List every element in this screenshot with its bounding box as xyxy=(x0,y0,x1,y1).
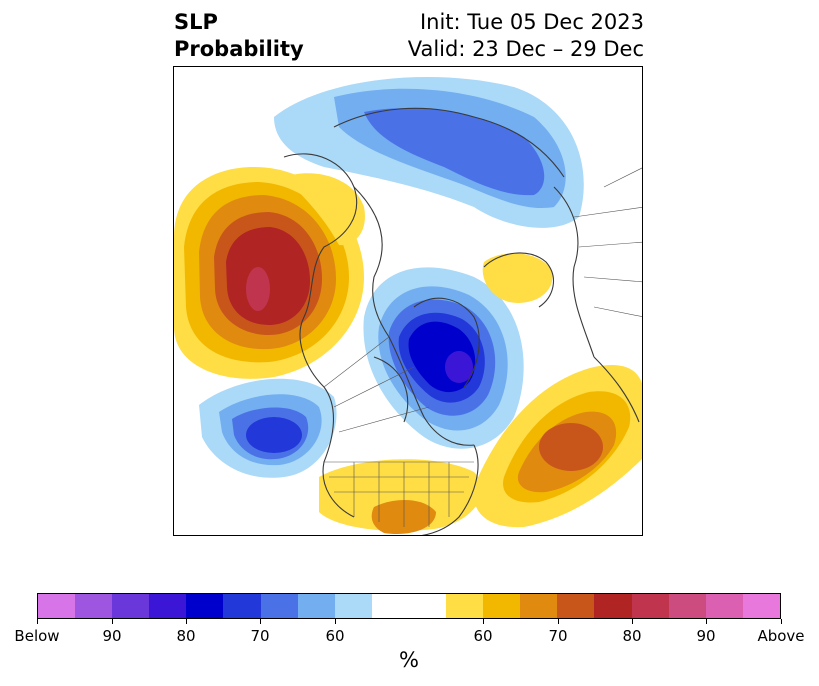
title-variable: SLP xyxy=(174,10,218,34)
colorbar-unit: % xyxy=(399,648,419,672)
title-subtitle: Probability xyxy=(174,37,304,61)
colorbar-segment xyxy=(334,594,372,618)
colorbar-tick xyxy=(112,619,113,624)
colorbar-tick xyxy=(706,619,707,624)
colorbar-segment xyxy=(112,594,150,618)
state-borders xyxy=(323,167,642,527)
colorbar-segment xyxy=(446,594,484,618)
east-pacific-low xyxy=(199,378,337,478)
arctic-canada-low xyxy=(363,267,524,449)
colorbar-segment xyxy=(557,594,595,618)
north-pacific-high xyxy=(174,167,365,379)
southern-us-high xyxy=(319,459,482,535)
colorbar-tick xyxy=(260,619,261,624)
colorbar-segment xyxy=(520,594,558,618)
colorbar-tick xyxy=(483,619,484,624)
colorbar-tick-label: 70 xyxy=(548,627,568,645)
colorbar-tick-label: 90 xyxy=(102,627,122,645)
colorbar-segment xyxy=(75,594,113,618)
colorbar-tick xyxy=(632,619,633,624)
colorbar xyxy=(37,593,781,619)
colorbar-segment xyxy=(186,594,224,618)
colorbar-segment xyxy=(408,594,447,618)
colorbar-tick xyxy=(781,619,782,624)
colorbar-segment xyxy=(149,594,187,618)
colorbar-segment xyxy=(631,594,669,618)
atlantic-high xyxy=(473,365,642,528)
colorbar-segment xyxy=(668,594,706,618)
valid-range: Valid: 23 Dec – 29 Dec xyxy=(407,37,644,61)
colorbar-segment xyxy=(742,594,780,618)
map-svg xyxy=(174,77,642,535)
title-left: SLP Probability xyxy=(174,9,304,63)
init-date: Init: Tue 05 Dec 2023 xyxy=(419,10,644,34)
colorbar-segment xyxy=(223,594,261,618)
colorbar-segment xyxy=(260,594,298,618)
colorbar-segment xyxy=(371,594,409,618)
colorbar-segment xyxy=(483,594,521,618)
scandinavia-high xyxy=(482,253,553,303)
colorbar-tick-label: Above xyxy=(757,627,805,645)
siberia-low xyxy=(274,77,584,228)
colorbar-tick-label: 90 xyxy=(696,627,716,645)
colorbar-segment xyxy=(38,594,76,618)
colorbar-tick xyxy=(186,619,187,624)
colorbar-tick-label: 60 xyxy=(473,627,493,645)
colorbar-tick-label: 70 xyxy=(250,627,270,645)
colorbar-tick xyxy=(37,619,38,624)
colorbar-tick-label: Below xyxy=(14,627,60,645)
title-right: Init: Tue 05 Dec 2023 Valid: 23 Dec – 29… xyxy=(408,9,644,63)
colorbar-tick-label: 60 xyxy=(325,627,345,645)
colorbar-segment xyxy=(705,594,743,618)
colorbar-segment xyxy=(297,594,335,618)
colorbar-tick-label: 80 xyxy=(622,627,642,645)
colorbar-segment xyxy=(594,594,632,618)
probability-map xyxy=(173,66,643,536)
colorbar-tick xyxy=(558,619,559,624)
colorbar-tick-label: 80 xyxy=(176,627,196,645)
colorbar-tick xyxy=(335,619,336,624)
